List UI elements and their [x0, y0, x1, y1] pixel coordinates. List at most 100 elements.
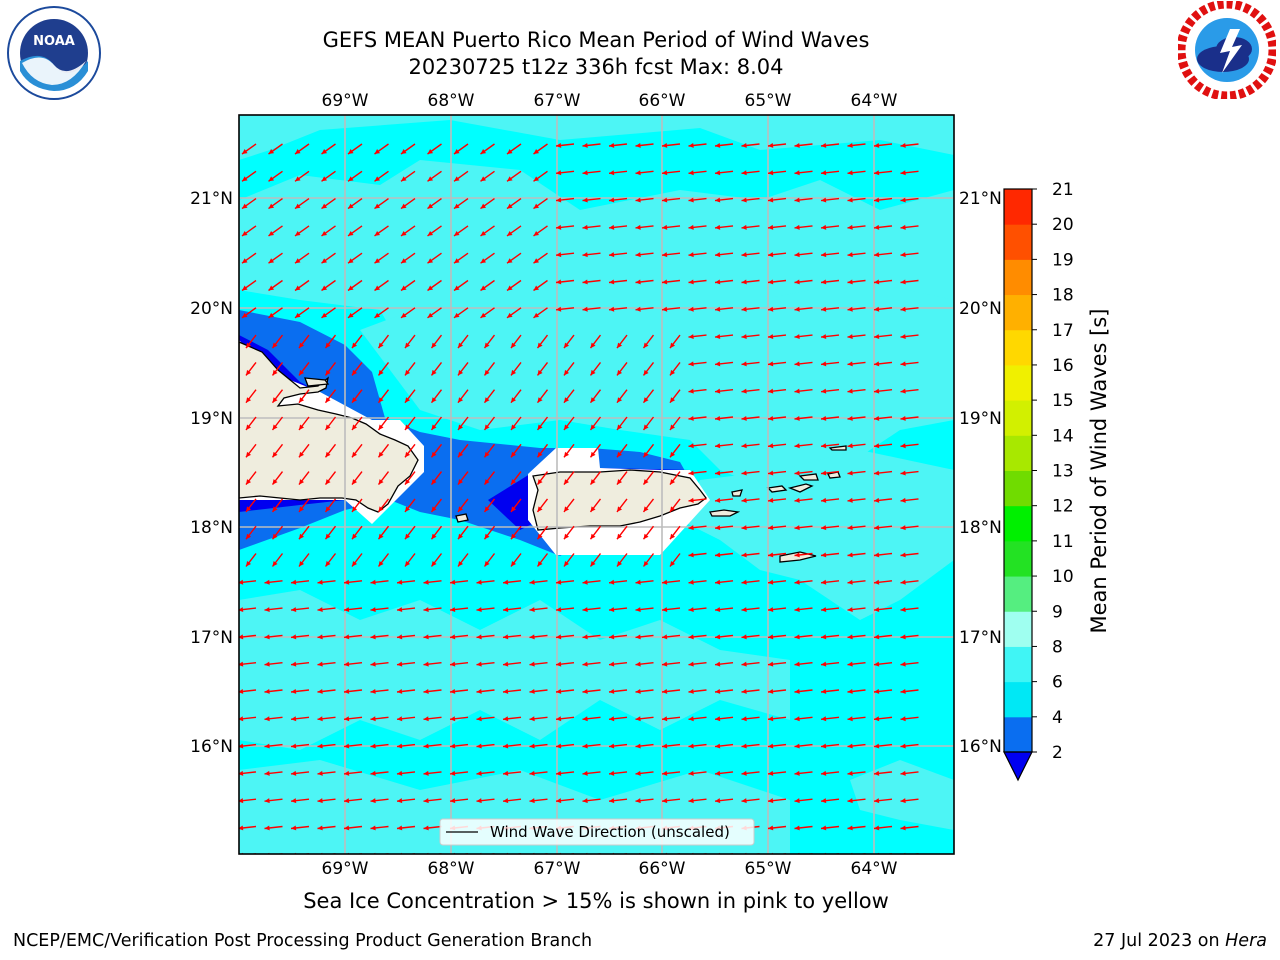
wind-wave-arrowhead	[590, 342, 596, 349]
wind-wave-arrowhead	[401, 176, 407, 182]
wind-wave-arrowhead	[484, 397, 490, 403]
wind-wave-arrowhead	[582, 197, 588, 203]
wind-wave-arrowhead	[264, 688, 270, 694]
wind-wave-arrowhead	[582, 661, 588, 667]
wind-wave-arrowhead	[458, 397, 464, 403]
wind-wave-arrowhead	[480, 203, 487, 209]
wind-wave-arrowhead	[582, 224, 588, 230]
colorbar-tick-label: 12	[1052, 497, 1074, 517]
wind-wave-arrowhead	[325, 506, 331, 512]
wind-wave-arrowhead	[507, 149, 513, 154]
wind-wave-arrowhead	[431, 342, 437, 349]
wind-wave-arrowhead	[821, 415, 827, 421]
wind-wave-arrowhead	[688, 279, 694, 285]
wind-wave-arrowhead	[662, 634, 668, 640]
wind-wave-arrowhead	[794, 443, 800, 449]
colorbar-tick-label: 9	[1052, 602, 1063, 622]
wind-wave-arrowhead	[317, 825, 323, 831]
wind-wave-arrowhead	[378, 451, 384, 458]
wind-wave-arrowhead	[511, 451, 517, 458]
wind-wave-arrowhead	[511, 533, 517, 540]
wind-wave-arrowhead	[299, 424, 305, 430]
lon-label-top: 67°W	[534, 91, 581, 111]
wind-wave-arrowhead	[476, 716, 482, 722]
wind-wave-arrowhead	[609, 607, 615, 613]
wind-wave-arrowhead	[533, 176, 540, 182]
wind-wave-arrowhead	[643, 479, 649, 485]
wind-wave-arrowhead	[325, 342, 331, 349]
wind-wave-arrowhead	[874, 252, 880, 258]
wind-wave-arrowhead	[431, 451, 437, 458]
wind-wave-arrowhead	[325, 479, 331, 485]
wind-wave-arrowhead	[427, 312, 434, 318]
wind-wave-arrowhead	[374, 149, 381, 154]
wind-wave-arrowhead	[405, 342, 411, 349]
wind-wave-arrowhead	[295, 230, 301, 236]
wind-wave-arrowhead	[617, 451, 623, 458]
wind-wave-arrowhead	[768, 388, 774, 394]
wind-wave-arrowhead	[900, 798, 906, 804]
wind-wave-arrowhead	[264, 798, 270, 804]
wind-wave-arrowhead	[900, 388, 906, 394]
wind-wave-arrowhead	[423, 798, 429, 804]
wind-wave-arrowhead	[741, 634, 747, 640]
wind-wave-arrowhead	[874, 634, 880, 640]
wind-wave-arrowhead	[688, 579, 694, 585]
wind-wave-arrowhead	[821, 497, 827, 503]
wind-wave-arrowhead	[741, 170, 747, 176]
wind-wave-arrowhead	[874, 279, 880, 285]
wind-wave-arrowhead	[643, 369, 649, 376]
colorbar-tick-label: 17	[1052, 321, 1074, 341]
wind-wave-arrowhead	[344, 661, 350, 667]
wind-wave-arrowhead	[874, 825, 880, 831]
wind-wave-arrowhead	[821, 770, 827, 776]
wind-wave-arrowhead	[458, 451, 464, 458]
wind-wave-arrowhead	[344, 743, 350, 749]
wind-wave-arrowhead	[325, 397, 331, 403]
wind-wave-arrowhead	[431, 561, 437, 567]
wind-wave-arrowhead	[688, 688, 694, 694]
colorbar-segment	[1004, 611, 1032, 647]
wind-wave-arrowhead	[715, 443, 721, 449]
wind-wave-arrowhead	[321, 258, 328, 264]
wind-wave-arrowhead	[741, 415, 747, 421]
wind-wave-arrowhead	[847, 334, 853, 340]
wind-wave-arrowhead	[405, 397, 411, 403]
wind-wave-arrowhead	[874, 443, 880, 449]
wind-wave-arrowhead	[317, 743, 323, 749]
wind-wave-arrowhead	[874, 552, 880, 558]
wind-wave-arrowhead	[794, 497, 800, 503]
wind-wave-arrowhead	[450, 661, 456, 667]
wind-wave-arrowhead	[291, 716, 297, 722]
wind-wave-arrowhead	[352, 479, 358, 485]
wind-wave-arrowhead	[609, 197, 615, 203]
wind-wave-arrowhead	[847, 142, 853, 148]
lon-label-top: 66°W	[639, 91, 686, 111]
wind-wave-arrowhead	[662, 661, 668, 667]
wind-wave-arrowhead	[847, 825, 853, 831]
wind-wave-arrowhead	[564, 533, 570, 540]
wind-wave-arrowhead	[246, 451, 252, 458]
wind-wave-arrowhead	[900, 552, 906, 558]
wind-wave-arrowhead	[242, 285, 248, 291]
wind-wave-arrowhead	[662, 579, 668, 585]
wind-wave-arrowhead	[484, 533, 490, 540]
wind-wave-arrowhead	[431, 479, 437, 485]
wind-wave-arrowhead	[454, 230, 460, 236]
wind-wave-arrowhead	[715, 743, 721, 749]
wind-wave-arrowhead	[617, 533, 623, 540]
wind-wave-arrowhead	[299, 369, 305, 376]
wind-wave-arrowhead	[348, 176, 354, 182]
wind-wave-arrowhead	[537, 451, 543, 458]
wind-wave-arrowhead	[821, 798, 827, 804]
wind-wave-arrowhead	[533, 230, 540, 236]
map-subtitle: 20230725 t12z 336h fcst Max: 8.04	[408, 55, 784, 79]
wind-wave-arrowhead	[427, 230, 434, 236]
wind-wave-arrowhead	[741, 334, 747, 340]
wind-wave-arrowhead	[821, 443, 827, 449]
wind-wave-arrowhead	[821, 661, 827, 667]
wind-wave-arrowhead	[291, 661, 297, 667]
colorbar: 2 4 6 8 9 10 11 12 13 14 15 16 17 18 19 20 21	[1003, 180, 1074, 782]
noaa-logo: NOAA	[7, 6, 101, 100]
wind-wave-arrowhead	[635, 224, 641, 230]
